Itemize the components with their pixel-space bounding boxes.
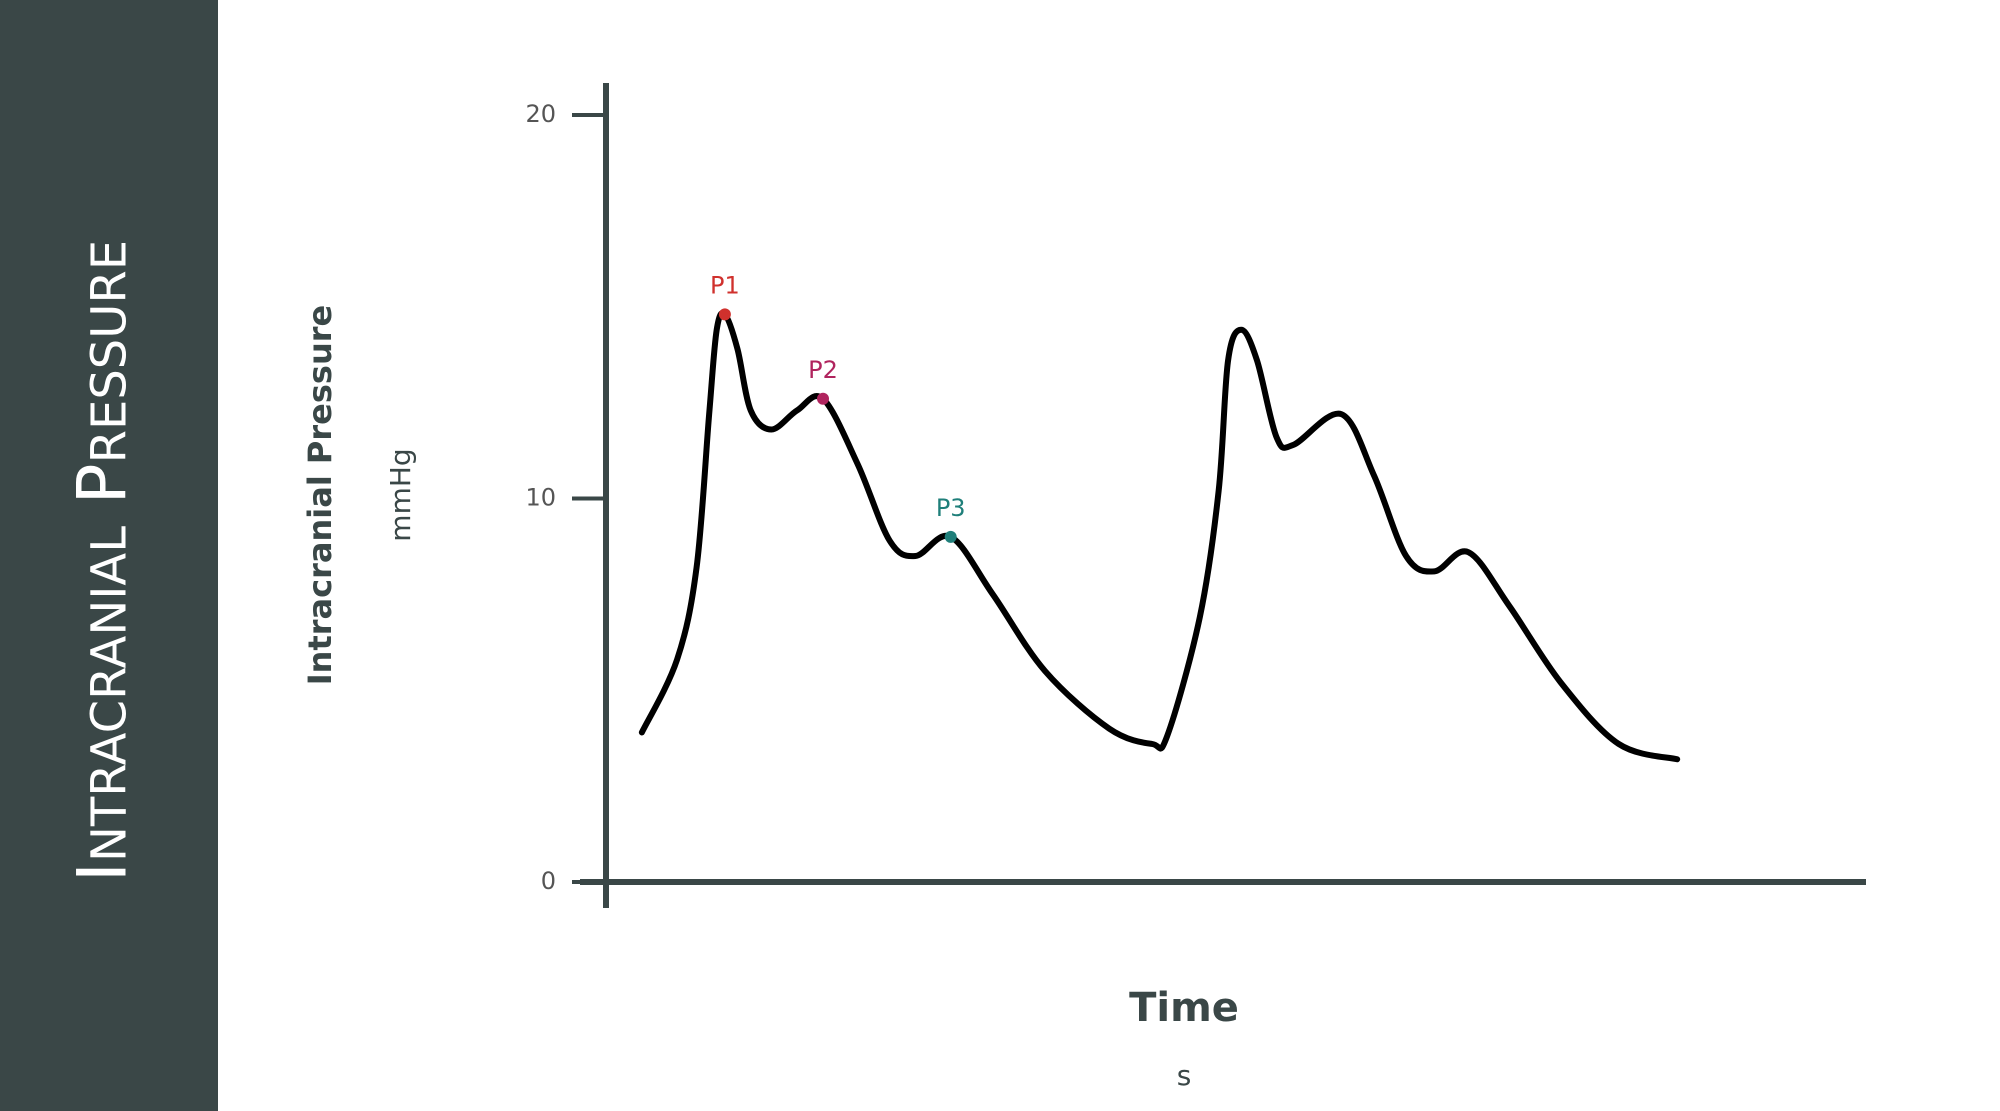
sidebar — [0, 0, 218, 1111]
annotation-label: P2 — [808, 356, 838, 384]
y-tick-label: 0 — [541, 867, 556, 895]
chart-title: Intracranial Pressure — [64, 240, 143, 882]
y-axis-label: Intracranial Pressure — [301, 305, 339, 685]
y-tick-label: 20 — [525, 100, 556, 128]
x-axis-label: Time — [1129, 985, 1239, 1031]
line — [638, 310, 1681, 763]
annotation-label: P1 — [710, 271, 740, 299]
annotation-label: P3 — [936, 494, 966, 522]
annotation-point — [944, 530, 957, 543]
annotation-point — [817, 392, 830, 405]
annotation-point — [718, 308, 731, 321]
y-axis-unit: mmHg — [384, 448, 417, 541]
y-tick-label: 10 — [525, 484, 556, 512]
x-axis-unit: s — [1177, 1059, 1192, 1092]
